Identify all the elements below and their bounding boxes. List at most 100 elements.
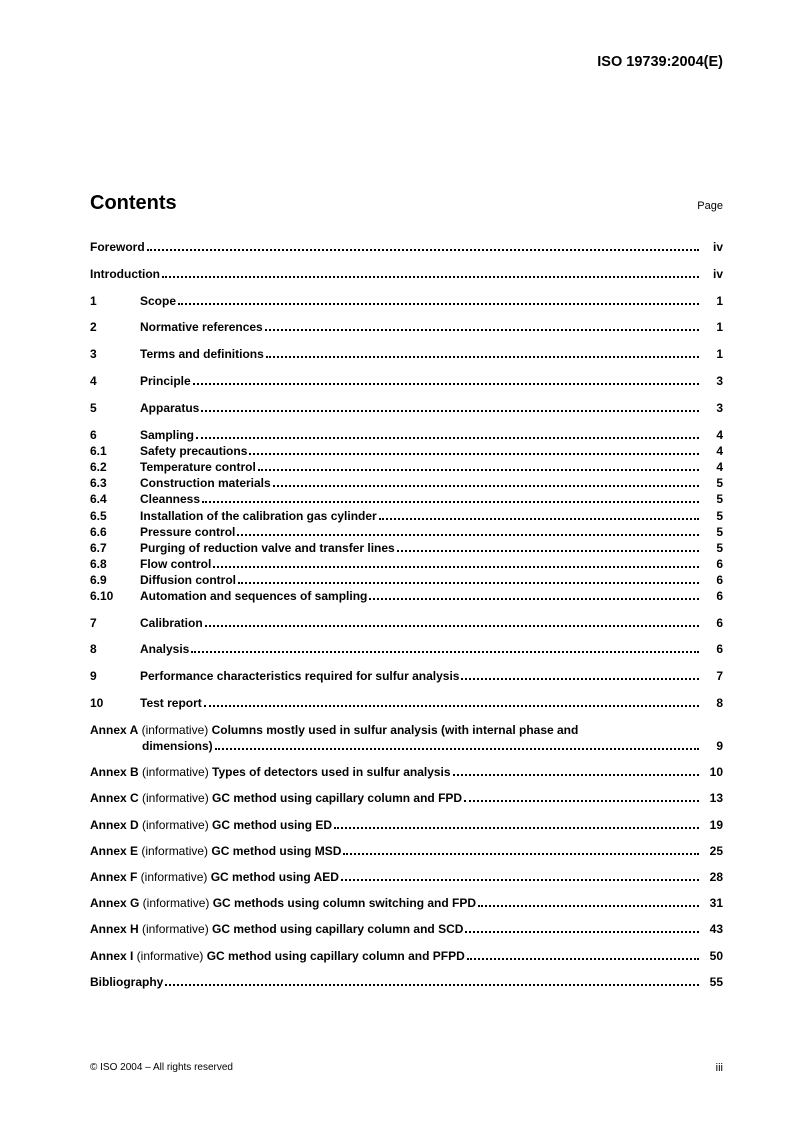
- toc-entry: 5 Apparatus 3: [90, 400, 723, 417]
- toc-title: Calibration: [140, 615, 203, 632]
- annex-title: GC method using capillary column and FPD: [212, 791, 462, 805]
- toc-title: Annex H (informative) GC method using ca…: [90, 921, 463, 937]
- toc-title: Construction materials: [140, 475, 271, 491]
- copyright-text: © ISO 2004 – All rights reserved: [90, 1062, 233, 1074]
- toc-entry: Introduction iv: [90, 266, 723, 283]
- toc-page: 5: [701, 491, 723, 507]
- toc-entry: Annex D (informative) GC method using ED…: [90, 817, 723, 833]
- toc-title: Annex C (informative) GC method using ca…: [90, 790, 462, 806]
- toc-num: 3: [90, 346, 140, 363]
- toc-leader: [341, 872, 699, 881]
- toc-page: 5: [701, 475, 723, 491]
- toc-page: 1: [701, 319, 723, 336]
- toc-num: 6.1: [90, 443, 140, 459]
- toc-leader: [147, 242, 699, 251]
- toc-leader: [266, 349, 699, 358]
- toc-title: Principle: [140, 373, 191, 390]
- toc-page: 5: [701, 524, 723, 540]
- annex-note: (informative): [139, 791, 212, 805]
- toc-page: 10: [701, 764, 723, 780]
- toc-leader: [191, 644, 699, 653]
- toc-entry: 6.3 Construction materials 5: [90, 475, 723, 491]
- toc-leader: [478, 898, 699, 907]
- toc-page: 1: [701, 346, 723, 363]
- toc-entry: 3 Terms and definitions 1: [90, 346, 723, 363]
- toc-page: 43: [701, 921, 723, 937]
- toc-leader: [205, 617, 699, 626]
- toc-page: 3: [701, 400, 723, 417]
- toc-title: Apparatus: [140, 400, 199, 417]
- toc-page: 25: [701, 843, 723, 859]
- toc-page: iv: [701, 266, 723, 283]
- toc-title: Normative references: [140, 319, 263, 336]
- toc-title: Annex E (informative) GC method using MS…: [90, 843, 341, 859]
- toc-page: 4: [701, 459, 723, 475]
- toc-num: 5: [90, 400, 140, 417]
- toc-title: Bibliography: [90, 974, 163, 991]
- toc-title: Safety precautions: [140, 443, 247, 459]
- toc-num: 10: [90, 695, 140, 712]
- toc-page: 6: [701, 641, 723, 658]
- toc-page: 50: [701, 948, 723, 964]
- toc-entry: 6.8 Flow control 6: [90, 556, 723, 572]
- annex-prefix: Annex H: [90, 922, 139, 936]
- toc-leader: [273, 478, 699, 487]
- toc-title: Annex F (informative) GC method using AE…: [90, 869, 339, 885]
- toc-num: 9: [90, 668, 140, 685]
- annex-title: GC methods using column switching and FP…: [213, 896, 476, 910]
- toc-leader: [215, 741, 699, 750]
- toc-title: Purging of reduction valve and transfer …: [140, 540, 395, 556]
- toc-page: 6: [701, 556, 723, 572]
- toc-leader: [467, 950, 699, 959]
- toc-leader: [464, 793, 699, 802]
- toc-leader: [249, 446, 699, 455]
- toc-entry: 6.6 Pressure control 5: [90, 524, 723, 540]
- annex-prefix: Annex B: [90, 765, 139, 779]
- toc-leader: [178, 295, 699, 304]
- toc-title: Pressure control: [140, 524, 235, 540]
- toc-leader: [461, 671, 699, 680]
- toc-entry: Annex E (informative) GC method using MS…: [90, 843, 723, 859]
- toc-leader: [465, 924, 699, 933]
- toc-leader: [204, 698, 699, 707]
- toc-entry: 6.7 Purging of reduction valve and trans…: [90, 540, 723, 556]
- toc-entry: Foreword iv: [90, 239, 723, 256]
- annex-note: (informative): [139, 896, 212, 910]
- annex-line2: dimensions): [142, 738, 213, 754]
- toc-num: 6: [90, 427, 140, 443]
- toc-page: 19: [701, 817, 723, 833]
- annex-title: GC method using capillary column and PFP…: [207, 949, 465, 963]
- toc-page: 6: [701, 572, 723, 588]
- toc-num: 6.4: [90, 491, 140, 507]
- toc-section-6: 6 Sampling 4 6.1 Safety precautions 4 6.…: [90, 427, 723, 605]
- annex-note: (informative): [139, 922, 212, 936]
- toc-leader: [258, 462, 699, 471]
- toc-entry: Annex F (informative) GC method using AE…: [90, 869, 723, 885]
- table-of-contents: Foreword iv Introduction iv 1 Scope 1: [90, 239, 723, 991]
- toc-title: Flow control: [140, 556, 211, 572]
- toc-leader: [397, 543, 699, 552]
- toc-page: 55: [701, 974, 723, 991]
- toc-num: 6.5: [90, 508, 140, 524]
- toc-page: 5: [701, 540, 723, 556]
- annex-title: GC method using capillary column and SCD: [212, 922, 463, 936]
- toc-entry: dimensions) 9: [90, 738, 723, 754]
- annex-note: (informative): [138, 844, 211, 858]
- page-footer: © ISO 2004 – All rights reserved iii: [90, 1062, 723, 1074]
- annex-prefix: Annex F: [90, 870, 137, 884]
- toc-page: 13: [701, 790, 723, 806]
- annex-note: (informative): [138, 723, 211, 737]
- toc-num: 6.2: [90, 459, 140, 475]
- toc-page: 31: [701, 895, 723, 911]
- toc-title: Diffusion control: [140, 572, 236, 588]
- toc-entry: 7 Calibration 6: [90, 615, 723, 632]
- toc-leader: [379, 510, 699, 519]
- toc-title: Installation of the calibration gas cyli…: [140, 508, 377, 524]
- toc-title: Foreword: [90, 239, 145, 256]
- toc-entry: 6.10 Automation and sequences of samplin…: [90, 588, 723, 604]
- annex-note: (informative): [139, 818, 212, 832]
- toc-entry: 1 Scope 1: [90, 293, 723, 310]
- toc-num: 4: [90, 373, 140, 390]
- toc-entry: 6.5 Installation of the calibration gas …: [90, 508, 723, 524]
- toc-entry: 4 Principle 3: [90, 373, 723, 390]
